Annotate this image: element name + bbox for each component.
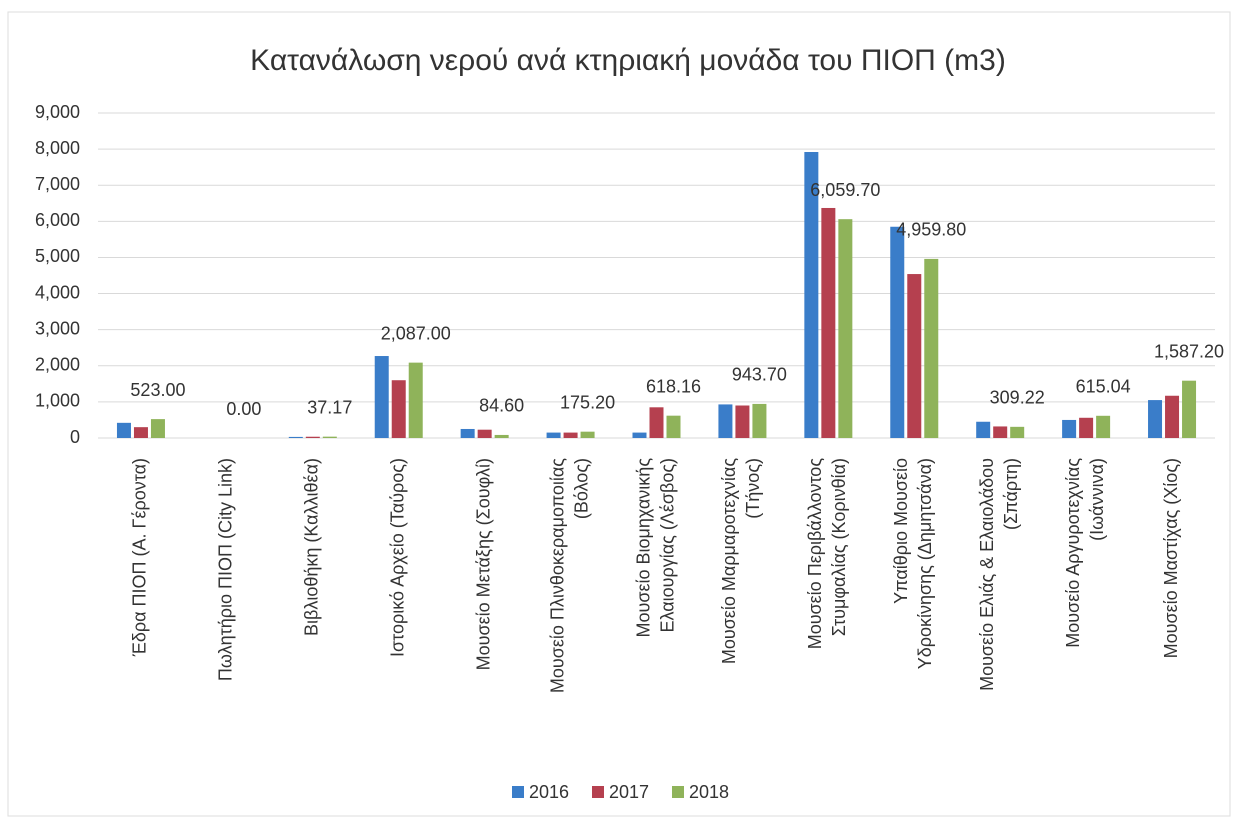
bar — [804, 152, 819, 438]
bar — [993, 426, 1008, 438]
x-tick-label: Μουσείο Πλινθοκεραμοποιίας — [547, 458, 567, 693]
bar — [890, 226, 905, 438]
bar — [649, 407, 664, 438]
data-label: 618.16 — [646, 376, 701, 396]
bar — [408, 362, 423, 438]
bar — [821, 207, 836, 438]
x-tick-label: Μουσείο Περιβάλλοντος — [805, 458, 825, 650]
bar — [322, 436, 337, 438]
x-tick-label: (Σπάρτη) — [1001, 458, 1021, 530]
chart-frame — [7, 11, 1231, 817]
bar — [150, 419, 165, 438]
x-tick-label: Μουσείο Αργυροτεχνίας — [1063, 458, 1083, 648]
bar — [374, 356, 389, 438]
y-tick-label: 9,000 — [35, 102, 80, 122]
bar — [907, 274, 922, 438]
data-label: 523.00 — [130, 380, 185, 400]
x-tick-label: (Τήνος) — [743, 458, 763, 519]
x-tick-label: Μουσείο Μετάξης (Σουφλί) — [473, 458, 493, 670]
bar — [1165, 395, 1180, 438]
bar — [735, 405, 750, 438]
data-label: 0.00 — [226, 399, 261, 419]
y-tick-label: 8,000 — [35, 138, 80, 158]
legend-label: 2016 — [529, 782, 569, 802]
bar — [116, 422, 131, 438]
x-tick-label: Ελαιουργίας (Λέσβος) — [657, 458, 677, 633]
bar — [477, 429, 492, 438]
y-tick-label: 7,000 — [35, 174, 80, 194]
y-tick-label: 2,000 — [35, 355, 80, 375]
data-label: 4,959.80 — [896, 220, 966, 240]
data-label: 175.20 — [560, 392, 615, 412]
y-tick-label: 3,000 — [35, 318, 80, 338]
bar — [305, 436, 320, 438]
data-label: 309.22 — [990, 388, 1045, 408]
bar — [976, 421, 991, 438]
legend-swatch — [592, 786, 604, 798]
bar — [546, 432, 561, 438]
bar — [1148, 400, 1163, 438]
bar — [1182, 380, 1197, 438]
legend-label: 2018 — [689, 782, 729, 802]
x-tick-label: Στυμφαλίας (Κορινθία) — [829, 458, 849, 636]
bar — [838, 219, 853, 438]
x-tick-label: (Ιωάννινα) — [1087, 458, 1107, 541]
bar — [494, 434, 509, 438]
x-tick-label: Μουσείο Μαστίχας (Χίος) — [1161, 458, 1181, 658]
bar — [563, 432, 578, 438]
x-tick-label: Μουσείο Βιομηχανικής — [633, 458, 653, 638]
y-tick-label: 0 — [70, 427, 80, 447]
bar — [718, 404, 733, 438]
data-label: 2,087.00 — [381, 323, 451, 343]
data-label: 84.60 — [479, 396, 524, 416]
x-tick-label: Πωλητήριο ΠΙΟΠ (City Link) — [216, 458, 236, 681]
y-tick-label: 4,000 — [35, 282, 80, 302]
bar — [288, 436, 303, 438]
bar — [924, 258, 939, 438]
bar — [133, 427, 148, 438]
y-tick-label: 5,000 — [35, 246, 80, 266]
bar — [752, 403, 767, 438]
x-tick-label: Έδρα ΠΙΟΠ (Α. Γέροντα) — [130, 458, 150, 657]
data-label: 615.04 — [1076, 377, 1131, 397]
bar — [1062, 419, 1077, 438]
data-label: 6,059.70 — [810, 180, 880, 200]
x-tick-label: Ιστορικό Αρχείο (Ταύρος) — [387, 458, 407, 657]
bar — [580, 431, 595, 438]
bar — [391, 380, 406, 438]
x-tick-label: Υπαίθριο Μουσείο — [891, 458, 911, 604]
data-label: 37.17 — [307, 397, 352, 417]
y-tick-label: 6,000 — [35, 210, 80, 230]
data-label: 1,587.20 — [1154, 341, 1224, 361]
x-tick-label: Υδροκίνησης (Δημητσάνα) — [915, 458, 935, 669]
x-tick-label: (Βόλος) — [571, 458, 591, 519]
chart-title: Κατανάλωση νερού ανά κτηριακή μονάδα του… — [250, 44, 1006, 77]
data-label: 943.70 — [732, 365, 787, 385]
bar — [1010, 426, 1025, 438]
bar — [460, 428, 475, 438]
x-tick-label: Μουσείο Μαρμαροτεχνίας — [719, 458, 739, 664]
bar — [1096, 415, 1111, 438]
bar — [1079, 417, 1094, 438]
y-tick-label: 1,000 — [35, 391, 80, 411]
legend-swatch — [672, 786, 684, 798]
x-tick-label: Μουσείο Ελιάς & Ελαιολάδου — [977, 458, 997, 691]
x-tick-label: Βιβλιοθήκη (Καλλιθέα) — [302, 458, 322, 636]
legend-label: 2017 — [609, 782, 649, 802]
legend-swatch — [512, 786, 524, 798]
bar — [632, 432, 647, 438]
bar — [666, 415, 681, 438]
